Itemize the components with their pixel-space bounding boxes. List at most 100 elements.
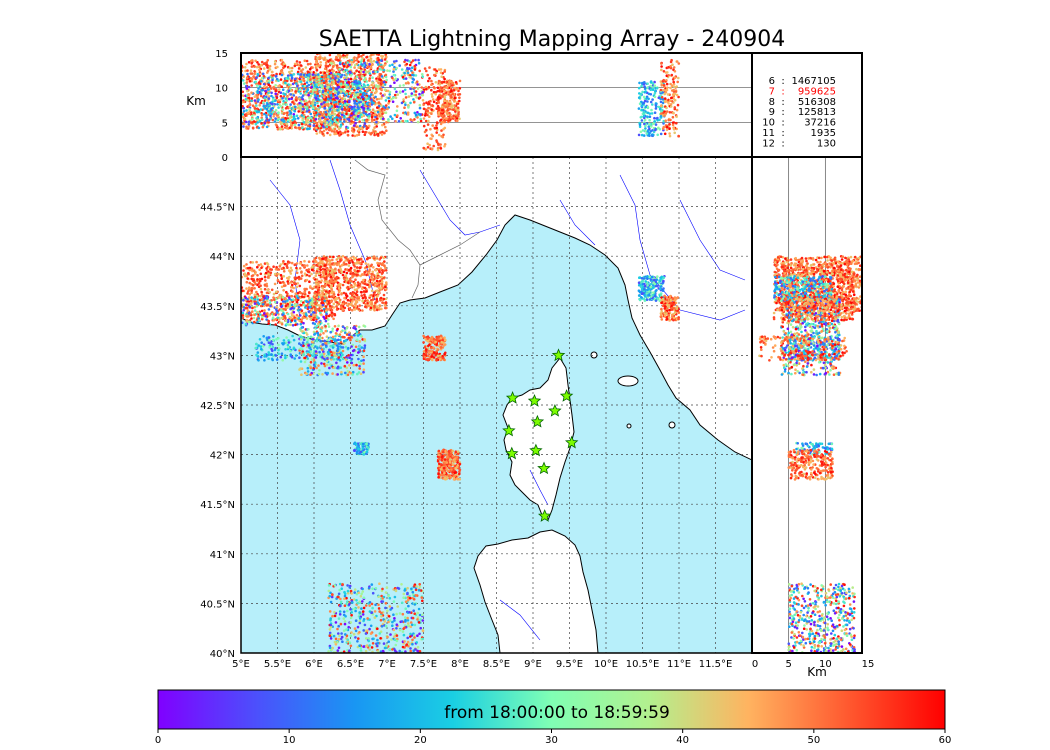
lightning-source-point xyxy=(322,350,325,353)
lightning-source-point xyxy=(352,255,355,259)
lightning-source-point xyxy=(245,287,248,290)
lightning-source-point xyxy=(312,352,316,355)
lightning-source-point xyxy=(409,625,413,628)
lightning-source-point xyxy=(286,345,290,349)
lightning-source-point xyxy=(356,372,359,376)
lightning-source-point xyxy=(359,646,363,650)
lightning-source-point xyxy=(339,283,342,286)
lightning-altitude-point xyxy=(362,53,365,56)
lightning-altitude-point xyxy=(288,126,292,129)
lightning-source-point xyxy=(356,625,360,629)
lightning-source-point xyxy=(264,271,268,275)
lightning-source-point xyxy=(311,321,315,325)
lightning-source-point xyxy=(439,334,443,338)
lightning-source-point xyxy=(326,356,329,360)
lightning-altitude-point xyxy=(271,106,275,110)
lightning-altitude-point xyxy=(258,104,262,107)
lightning-source-point xyxy=(421,599,424,603)
lightning-source-point xyxy=(355,599,358,602)
lightning-source-point xyxy=(330,280,334,284)
lightning-altitude-point xyxy=(244,85,248,88)
lightning-source-point xyxy=(289,272,293,275)
lightning-source-point xyxy=(437,476,440,479)
lightning-source-point xyxy=(670,313,674,317)
lightning-source-point xyxy=(380,615,383,618)
lightning-source-point xyxy=(340,304,343,307)
lightning-altitude-point xyxy=(371,108,375,111)
lightning-source-point xyxy=(292,310,296,314)
lightning-source-point xyxy=(278,296,282,300)
lightning-source-point xyxy=(346,584,349,587)
lightning-source-point xyxy=(376,272,380,275)
lightning-source-point xyxy=(355,330,359,334)
lightning-source-point xyxy=(437,472,440,476)
lightning-altitude-point xyxy=(250,99,253,103)
lightning-source-point xyxy=(334,621,338,624)
lightning-source-point xyxy=(277,348,280,352)
lightning-source-point xyxy=(427,347,430,350)
lightning-source-point xyxy=(323,284,327,288)
lightning-altitude-point xyxy=(297,67,301,70)
lightning-source-point xyxy=(337,338,340,342)
lightning-source-point xyxy=(670,306,674,310)
lightning-source-point xyxy=(355,266,359,269)
lightning-source-point xyxy=(411,616,415,620)
lightning-source-point xyxy=(352,297,355,300)
lightning-source-point xyxy=(352,598,356,601)
lightning-source-point xyxy=(641,280,644,284)
lightning-source-point xyxy=(404,596,407,600)
lightning-source-point xyxy=(358,644,361,647)
lightning-source-point xyxy=(418,613,422,617)
lightning-source-point xyxy=(370,302,374,305)
lightning-source-point xyxy=(422,341,425,344)
lightning-source-point xyxy=(385,644,389,647)
lightning-altitude-point xyxy=(284,116,287,120)
lightning-source-point xyxy=(304,331,308,335)
lightning-altitude-point xyxy=(267,91,270,95)
lightning-source-point xyxy=(381,600,385,603)
lightning-source-point xyxy=(338,265,342,268)
lightning-source-point xyxy=(329,623,333,627)
lightning-altitude-point xyxy=(296,117,300,120)
lightning-source-point xyxy=(346,361,349,364)
lightning-source-point xyxy=(361,590,365,593)
lightning-altitude-point xyxy=(294,77,297,81)
lightning-altitude-point xyxy=(245,87,249,90)
lightning-altitude-point xyxy=(271,98,275,101)
lightning-source-point xyxy=(309,299,312,302)
lightning-source-point xyxy=(429,349,432,353)
lightning-source-point xyxy=(443,477,446,481)
lightning-source-point xyxy=(456,458,460,461)
lightning-altitude-point xyxy=(289,83,292,87)
lightning-altitude-point xyxy=(256,72,260,76)
lightning-source-point xyxy=(383,264,386,267)
lightning-source-point xyxy=(380,275,383,279)
lightning-source-point xyxy=(436,348,440,352)
lightning-source-point xyxy=(363,623,367,627)
lightning-source-point xyxy=(419,589,423,592)
lightning-source-point xyxy=(306,341,309,344)
lightning-altitude-point xyxy=(375,79,379,83)
lon-tick-label: 8.5°E xyxy=(483,659,510,670)
lightning-source-point xyxy=(263,275,267,279)
lightning-source-point xyxy=(289,281,293,284)
station-star-icon xyxy=(502,423,516,437)
lightning-source-point xyxy=(290,312,294,315)
lightning-source-point xyxy=(289,316,293,320)
lightning-altitude-point xyxy=(384,125,387,129)
lightning-source-point xyxy=(324,319,328,323)
lightning-source-point xyxy=(316,347,319,350)
lightning-source-point xyxy=(439,473,443,477)
lightning-source-point xyxy=(284,297,288,301)
lightning-source-point xyxy=(406,636,410,640)
lightning-altitude-point xyxy=(306,79,310,82)
lightning-source-point xyxy=(363,338,366,341)
lightning-source-point xyxy=(246,290,250,293)
lightning-source-point xyxy=(344,371,347,375)
lightning-source-point xyxy=(370,294,373,297)
lightning-source-point xyxy=(673,311,677,315)
lightning-source-point xyxy=(323,364,327,368)
lightning-source-point xyxy=(314,308,317,312)
lightning-source-point xyxy=(343,296,346,300)
lightning-source-point xyxy=(317,272,321,276)
